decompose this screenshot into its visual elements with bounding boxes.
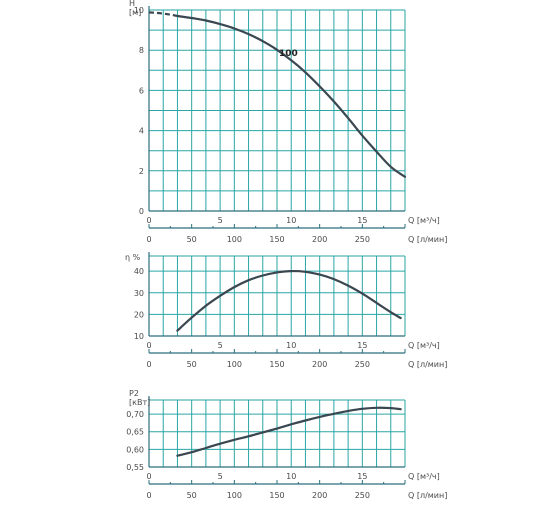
secondary-x-tick-label: 150 bbox=[269, 235, 284, 244]
x-axis-label: Q [м³/ч] bbox=[408, 341, 440, 350]
y-tick-label: 4 bbox=[139, 127, 144, 136]
secondary-x-tick-label: 0 bbox=[146, 360, 151, 369]
y-tick-label: 0 bbox=[139, 207, 144, 216]
secondary-x-tick-label: 200 bbox=[312, 491, 327, 500]
secondary-x-tick-label: 50 bbox=[187, 235, 197, 244]
x-tick-label: 0 bbox=[146, 472, 151, 481]
y-tick-label: 0,60 bbox=[126, 445, 144, 454]
x-tick-label: 5 bbox=[218, 216, 223, 225]
y-axis-unit: [м] bbox=[129, 8, 141, 17]
y-tick-label: 20 bbox=[134, 310, 144, 319]
x-tick-label: 10 bbox=[286, 341, 296, 350]
x-tick-label: 15 bbox=[357, 341, 367, 350]
secondary-x-tick-label: 250 bbox=[355, 235, 370, 244]
secondary-x-tick-label: 200 bbox=[312, 235, 327, 244]
secondary-x-tick-label: 250 bbox=[355, 360, 370, 369]
secondary-x-axis-label: Q [л/мин] bbox=[408, 360, 447, 369]
secondary-x-tick-label: 200 bbox=[312, 360, 327, 369]
x-tick-label: 5 bbox=[218, 472, 223, 481]
secondary-x-tick-label: 50 bbox=[187, 491, 197, 500]
secondary-x-axis-label: Q [л/мин] bbox=[408, 491, 447, 500]
secondary-x-tick-label: 0 bbox=[146, 235, 151, 244]
x-tick-label: 15 bbox=[357, 472, 367, 481]
y-tick-label: 30 bbox=[134, 289, 144, 298]
y-axis-label: H bbox=[129, 0, 135, 8]
y-tick-label: 0,65 bbox=[126, 428, 144, 437]
y-axis-label: η % bbox=[125, 253, 141, 262]
x-tick-label: 10 bbox=[286, 216, 296, 225]
y-tick-label: 8 bbox=[139, 46, 144, 55]
x-tick-label: 15 bbox=[357, 216, 367, 225]
x-tick-label: 10 bbox=[286, 472, 296, 481]
y-tick-label: 10 bbox=[134, 332, 144, 341]
secondary-x-tick-label: 150 bbox=[269, 360, 284, 369]
secondary-x-tick-label: 50 bbox=[187, 360, 197, 369]
secondary-x-tick-label: 100 bbox=[227, 491, 242, 500]
x-tick-label: 0 bbox=[146, 341, 151, 350]
y-tick-label: 0,55 bbox=[126, 463, 144, 472]
y-axis-label: P2 bbox=[129, 389, 139, 398]
chart-power: 0,55 0,60 0,65 0,70 P2[кВт] 0 5 10 15 Q [м³/ч] 0 50… bbox=[126, 389, 447, 500]
curve-label: 100 bbox=[279, 49, 298, 59]
secondary-x-tick-label: 150 bbox=[269, 491, 284, 500]
x-tick-label: 0 bbox=[146, 216, 151, 225]
x-axis-label: Q [м³/ч] bbox=[408, 472, 440, 481]
x-axis-label: Q [м³/ч] bbox=[408, 216, 440, 225]
secondary-x-axis-label: Q [л/мин] bbox=[408, 235, 447, 244]
secondary-x-tick-label: 100 bbox=[227, 360, 242, 369]
curve-line bbox=[177, 271, 400, 331]
y-tick-label: 2 bbox=[139, 167, 144, 176]
secondary-x-tick-label: 100 bbox=[227, 235, 242, 244]
y-tick-label: 40 bbox=[134, 267, 144, 276]
chart-efficiency: 10 20 30 40 η % 0 5 10 15 Q [м³/ч] 0 50 100 150 200 250… bbox=[125, 252, 447, 369]
y-tick-label: 6 bbox=[139, 86, 144, 95]
y-axis-unit: [кВт] bbox=[129, 398, 150, 407]
secondary-x-tick-label: 250 bbox=[355, 491, 370, 500]
x-tick-label: 5 bbox=[218, 341, 223, 350]
y-tick-label: 0,70 bbox=[126, 410, 144, 419]
secondary-x-tick-label: 0 bbox=[146, 491, 151, 500]
